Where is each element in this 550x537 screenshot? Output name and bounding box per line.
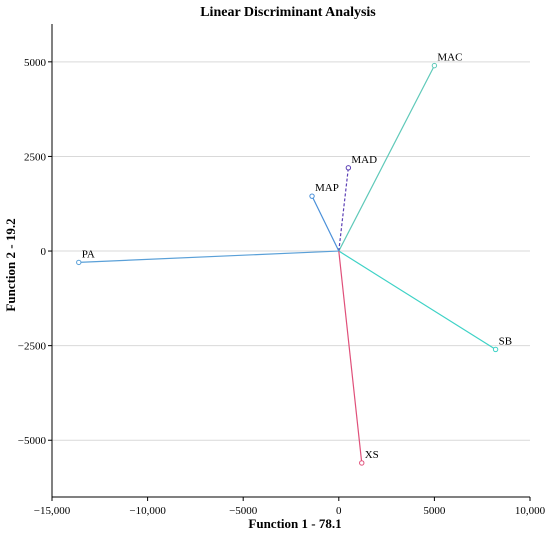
vector-line-map <box>311 195 340 252</box>
vector-line-sb <box>338 250 496 350</box>
y-tick-label: 0 <box>41 246 47 258</box>
x-tick-label: −10,000 <box>129 505 166 517</box>
y-tick-label: 5000 <box>24 57 47 69</box>
vector-point-mad <box>345 165 352 171</box>
vector-line-mac <box>338 65 435 252</box>
x-tick-label: 5000 <box>423 505 446 517</box>
chart-title: Linear Discriminant Analysis <box>200 5 376 20</box>
vectors: MAC MAD MAP PA SB XS <box>76 52 512 466</box>
vector-line-xs <box>338 250 363 464</box>
vector-line-pa <box>78 250 339 263</box>
x-tick-label: −15,000 <box>34 505 71 517</box>
y-tick-label: −5000 <box>18 435 47 447</box>
x-tick-label: −5000 <box>229 505 258 517</box>
vector-label-mad: MAD <box>351 154 377 166</box>
x-tick-label: 10,000 <box>515 505 546 517</box>
y-axis-label: Function 2 - 19.2 <box>3 218 18 311</box>
vector-point-mac <box>431 62 438 69</box>
vector-line-mad <box>338 167 349 252</box>
y-tick-label: −2500 <box>18 341 47 353</box>
vector-point-pa <box>76 259 82 266</box>
x-axis-label: Function 1 - 78.1 <box>248 516 341 531</box>
vector-point-sb <box>492 346 499 353</box>
y-tick-label: 2500 <box>24 151 47 163</box>
vector-point-xs <box>359 460 365 466</box>
vector-label-xs: XS <box>365 449 379 461</box>
vector-point-map <box>309 193 315 199</box>
grid-lines <box>52 61 530 441</box>
vector-label-sb: SB <box>499 335 512 347</box>
x-tick-label: 0 <box>336 505 342 517</box>
vector-label-pa: PA <box>82 248 95 260</box>
vector-label-map: MAP <box>315 182 339 194</box>
vector-label-mac: MAC <box>437 52 462 64</box>
axes: −5000 −2500 0 2500 5000 −15,000 −10,000 −5000 0 5… <box>18 24 546 517</box>
